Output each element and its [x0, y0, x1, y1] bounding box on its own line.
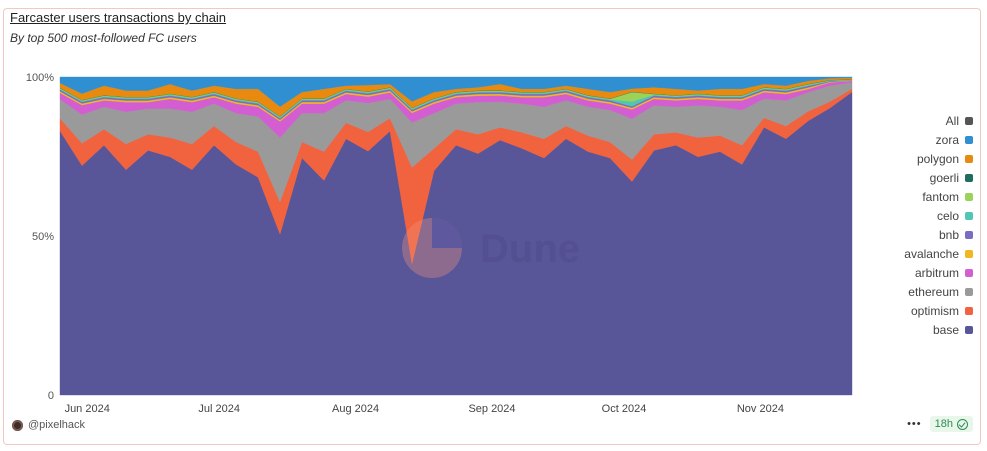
y-tick-label: 50%	[32, 231, 54, 243]
legend-label: goerli	[929, 170, 959, 185]
legend-label: All	[945, 113, 959, 128]
legend-label: celo	[936, 208, 959, 223]
legend-item-arbitrum[interactable]: arbitrum	[853, 263, 973, 282]
x-tick-label: Jun 2024	[65, 403, 110, 415]
y-tick-label: 0	[48, 390, 54, 402]
legend-swatch	[965, 173, 973, 182]
legend-swatch	[965, 116, 973, 125]
legend-label: base	[932, 322, 959, 337]
avatar	[12, 419, 23, 431]
more-options-icon[interactable]: •••	[907, 418, 922, 430]
legend-swatch	[965, 325, 973, 334]
legend-swatch	[965, 249, 973, 258]
legend-label: optimism	[910, 303, 959, 318]
legend-swatch	[965, 154, 973, 163]
legend-swatch	[965, 192, 973, 201]
legend-swatch	[965, 268, 973, 277]
dune-watermark: Dune	[402, 218, 580, 278]
refresh-status-badge[interactable]: 18h	[929, 416, 973, 432]
chart-title[interactable]: Farcaster users transactions by chain	[10, 10, 227, 25]
legend-item-base[interactable]: base	[853, 320, 973, 339]
x-tick-label: Aug 2024	[332, 403, 379, 415]
legend-label: bnb	[938, 227, 959, 242]
legend-item-bnb[interactable]: bnb	[853, 225, 973, 244]
y-tick-label: 100%	[26, 72, 54, 84]
legend-label: arbitrum	[914, 265, 959, 280]
x-axis-ticks: Jun 2024 Jul 2024 Aug 2024 Sep 2024 Oct 2024…	[65, 403, 784, 415]
legend-swatch	[965, 211, 973, 220]
x-tick-label: Oct 2024	[602, 403, 647, 415]
legend-item-avalanche[interactable]: avalanche	[853, 244, 973, 263]
y-axis-ticks: 0 50% 100%	[26, 72, 54, 402]
legend-item-zora[interactable]: zora	[853, 130, 973, 149]
footer-actions: ••• 18h	[907, 416, 973, 432]
area-series-group	[59, 76, 853, 396]
refresh-age: 18h	[934, 418, 953, 430]
legend-swatch	[965, 230, 973, 239]
x-tick-label: Jul 2024	[198, 403, 240, 415]
legend-swatch	[965, 306, 973, 315]
legend-label: ethereum	[908, 284, 959, 299]
chart-subtitle: By top 500 most-followed FC users	[10, 31, 197, 45]
legend-item-polygon[interactable]: polygon	[853, 149, 973, 168]
legend-item-ethereum[interactable]: ethereum	[853, 282, 973, 301]
legend-item-goerli[interactable]: goerli	[853, 168, 973, 187]
author-attribution[interactable]: @pixelhack	[12, 419, 85, 431]
legend-label: fantom	[922, 189, 959, 204]
legend-item-fantom[interactable]: fantom	[853, 187, 973, 206]
area-zora[interactable]	[59, 76, 853, 107]
legend-item-all[interactable]: All	[853, 111, 973, 130]
watermark-text: Dune	[480, 227, 580, 271]
legend: All zora polygon goerli fantom celo bnb avalanc…	[853, 111, 973, 339]
legend-label: polygon	[916, 151, 959, 166]
legend-item-optimism[interactable]: optimism	[853, 301, 973, 320]
x-tick-label: Nov 2024	[737, 403, 784, 415]
check-circle-icon	[957, 418, 968, 430]
legend-swatch	[965, 135, 973, 144]
legend-swatch	[965, 287, 973, 296]
legend-label: zora	[935, 132, 959, 147]
legend-item-celo[interactable]: celo	[853, 206, 973, 225]
x-tick-label: Sep 2024	[468, 403, 515, 415]
author-name[interactable]: @pixelhack	[28, 419, 86, 431]
legend-label: avalanche	[904, 246, 959, 261]
